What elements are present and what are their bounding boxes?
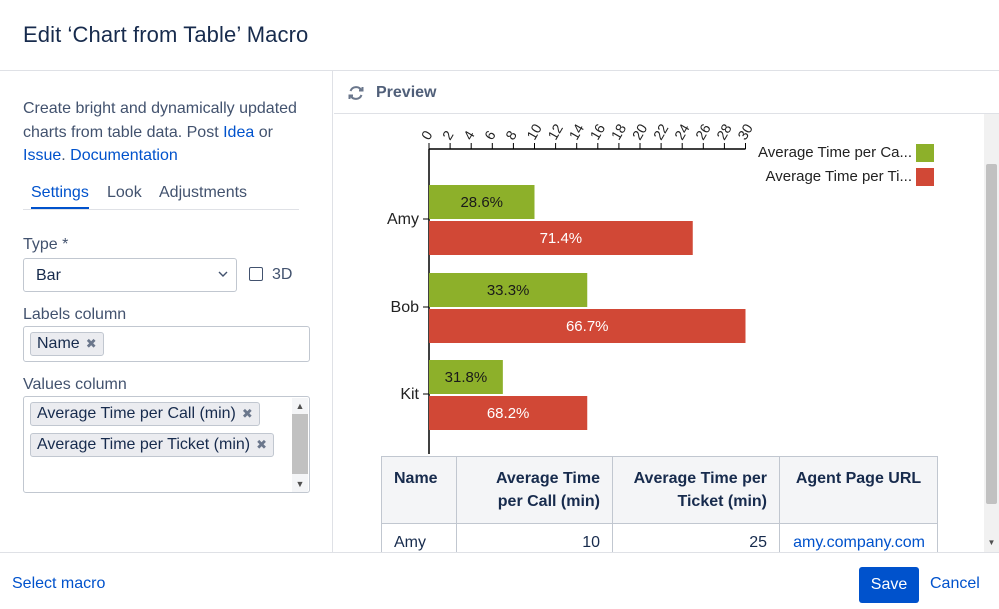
table-cell: 25: [612, 523, 780, 552]
x-tick-label: 20: [629, 121, 651, 143]
bar-call-time: [429, 185, 535, 219]
three-d-checkbox[interactable]: [249, 267, 263, 281]
x-tick-label: 10: [523, 121, 545, 143]
y-tick-label: Bob: [391, 299, 420, 316]
y-tick-label: Amy: [387, 211, 419, 228]
bar-ticket-time: [429, 221, 693, 255]
labels-column-select[interactable]: Name ✖: [23, 326, 310, 362]
settings-tabs: Settings Look Adjustments: [23, 184, 299, 210]
bar-call-time: [429, 273, 588, 307]
refresh-icon[interactable]: [346, 83, 366, 103]
table-cell: Amy: [381, 523, 457, 552]
bar-chart: 0 2 4 6 8 10 12 14 16 18 20 22 24 26 28 30Amy28.6%71.4%…: [387, 121, 934, 454]
issue-link[interactable]: Issue: [23, 147, 62, 164]
scroll-down-icon[interactable]: ▼: [295, 479, 305, 489]
tab-look[interactable]: Look: [107, 184, 142, 201]
legend-swatch: [916, 144, 934, 162]
x-tick-label: 16: [587, 121, 609, 143]
values-column-tag-text: Average Time per Call (min): [37, 405, 236, 422]
type-select-value: Bar: [36, 267, 61, 284]
legend-swatch: [916, 168, 934, 186]
cancel-button[interactable]: Cancel: [930, 575, 980, 592]
x-tick-label: 18: [608, 121, 630, 143]
scroll-down-icon[interactable]: ▼: [987, 538, 996, 547]
scroll-up-icon[interactable]: ▲: [295, 401, 305, 411]
labels-column-tag: Name ✖: [30, 332, 104, 356]
values-column-scrollbar[interactable]: ▲ ▼: [292, 398, 308, 492]
table-cell: 10: [456, 523, 613, 552]
documentation-link[interactable]: Documentation: [70, 147, 178, 164]
description-text: Create bright and dynamically updated ch…: [23, 100, 297, 141]
data-table: Name Average Time per Call (min) Average…: [381, 456, 938, 552]
values-column-label: Values column: [23, 376, 127, 393]
x-tick-label: 26: [692, 121, 714, 143]
preview-panel: Preview 0 2 4 6 8 10 12 14 16 18 20 22 24 26 28 30 Amy 28…: [334, 71, 999, 552]
select-macro-link[interactable]: Select macro: [12, 575, 106, 592]
data-label: 31.8%: [445, 369, 488, 386]
table-header-cell: Average Time per Ticket (min): [612, 456, 780, 524]
chevron-down-icon: [218, 271, 228, 277]
type-label: Type *: [23, 236, 69, 253]
x-tick-label: 28: [713, 121, 735, 143]
macro-description: Create bright and dynamically updated ch…: [23, 97, 318, 168]
table-header-cell: Average Time per Call (min): [456, 456, 613, 524]
x-tick-label: 0: [418, 128, 436, 143]
dialog-title: Edit ‘Chart from Table’ Macro: [23, 22, 309, 47]
table-header-cell: Agent Page URL: [779, 456, 938, 524]
idea-link[interactable]: Idea: [223, 123, 255, 141]
x-tick-label: 2: [439, 128, 457, 143]
values-column-select[interactable]: Average Time per Call (min) ✖ Average Tim…: [23, 396, 310, 493]
x-tick-label: 24: [671, 121, 693, 143]
preview-scrollbar[interactable]: ▼: [984, 114, 999, 552]
bar-ticket-time: [429, 396, 588, 430]
data-label: 71.4%: [540, 230, 583, 247]
tab-adjustments[interactable]: Adjustments: [159, 184, 248, 201]
x-tick-label: 30: [734, 121, 756, 143]
table-row: Amy 10 25 amy.company.com: [381, 523, 938, 552]
x-tick-label: 4: [460, 128, 478, 143]
values-column-tag: Average Time per Ticket (min) ✖: [30, 433, 275, 457]
agent-page-link[interactable]: amy.company.com: [793, 534, 925, 551]
bar-ticket-time: [429, 309, 746, 343]
table-cell-link[interactable]: amy.company.com: [779, 523, 938, 552]
three-d-label: 3D: [272, 266, 293, 283]
dialog-footer: Select macro Save Cancel: [0, 552, 999, 609]
table-header-row: Name Average Time per Call (min) Average…: [381, 456, 938, 524]
x-tick-label: 14: [565, 121, 587, 143]
legend-label: Average Time per Ca...: [758, 144, 912, 161]
tab-settings[interactable]: Settings: [31, 184, 89, 209]
remove-tag-icon[interactable]: ✖: [256, 437, 268, 452]
x-tick-label: 12: [544, 121, 566, 143]
preview-header: Preview: [334, 71, 999, 114]
data-label: 33.3%: [487, 282, 530, 299]
preview-title: Preview: [376, 84, 437, 101]
data-label: 66.7%: [566, 318, 609, 335]
save-button[interactable]: Save: [859, 567, 919, 603]
table-header-cell: Name: [381, 456, 457, 524]
legend-label: Average Time per Ti...: [766, 168, 912, 185]
type-select[interactable]: Bar: [23, 258, 237, 292]
scrollbar-thumb[interactable]: [292, 414, 308, 474]
labels-column-tag-text: Name: [37, 335, 80, 352]
issue-suffix: .: [61, 147, 66, 164]
remove-tag-icon[interactable]: ✖: [241, 406, 253, 421]
dialog-header: Edit ‘Chart from Table’ Macro: [0, 0, 999, 71]
scrollbar-thumb[interactable]: [986, 164, 997, 504]
labels-column-label: Labels column: [23, 306, 127, 323]
x-tick-label: 8: [502, 128, 520, 143]
bar-call-time: [429, 360, 503, 394]
remove-tag-icon[interactable]: ✖: [85, 336, 97, 351]
y-tick-label: Kit: [400, 386, 419, 403]
or-text: or: [258, 123, 273, 141]
values-column-tag-text: Average Time per Ticket (min): [37, 436, 251, 453]
data-label: 68.2%: [487, 405, 530, 422]
values-column-tag: Average Time per Call (min) ✖: [30, 402, 260, 426]
settings-panel: Create bright and dynamically updated ch…: [0, 71, 333, 552]
x-tick-label: 22: [650, 121, 672, 143]
data-label: 28.6%: [460, 194, 503, 211]
x-tick-label: 6: [481, 128, 499, 143]
